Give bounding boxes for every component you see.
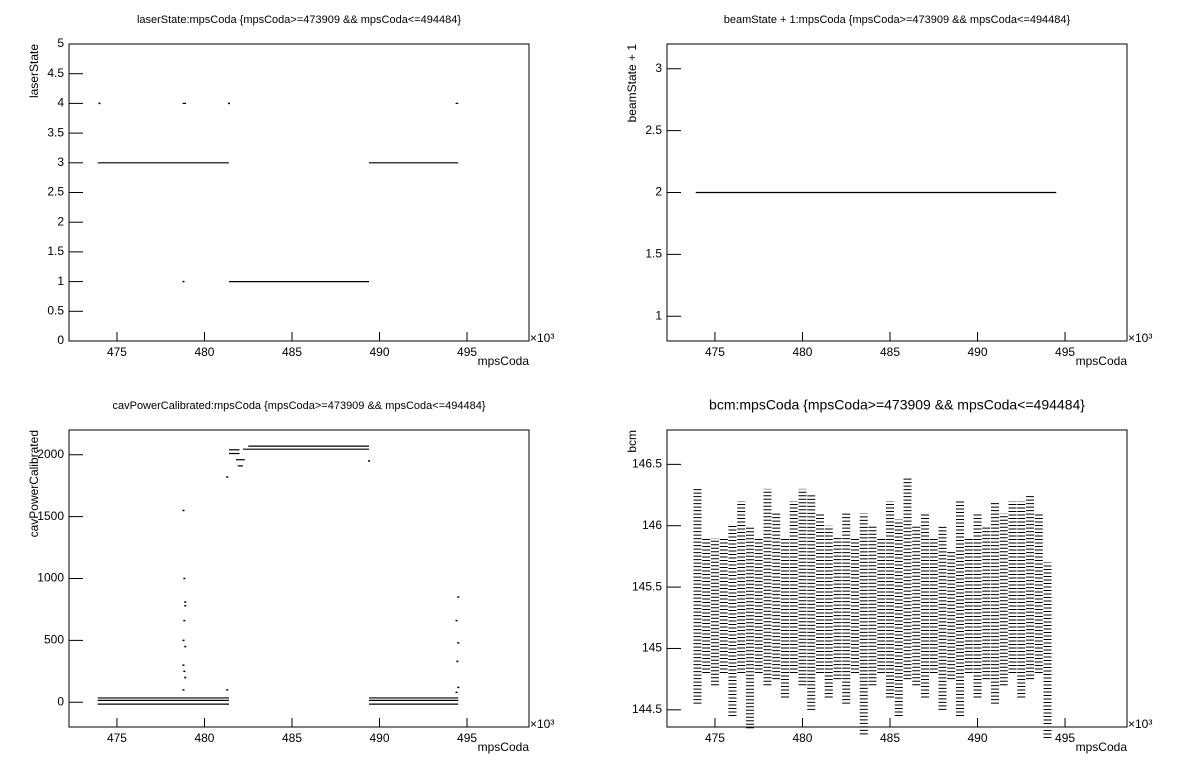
x-tick-label: 485 [282, 731, 302, 745]
data-point [184, 601, 187, 603]
data-point [368, 460, 371, 462]
chart-title: bcm:mpsCoda {mpsCoda>=473909 && mpsCoda<… [709, 397, 1085, 413]
y-tick-label: 3 [655, 61, 662, 75]
y-tick-label: 0 [57, 694, 64, 708]
x-tick-label: 480 [792, 345, 812, 359]
data-point [455, 691, 458, 694]
data-point [183, 619, 186, 622]
x-tick-label: 485 [880, 345, 900, 359]
x-multiplier: ×10³ [1128, 717, 1152, 731]
x-tick-label: 475 [107, 731, 127, 745]
x-tick-label: 495 [457, 345, 477, 359]
x-tick-label: 495 [1055, 731, 1075, 745]
y-tick-label: 1 [57, 274, 64, 288]
x-tick-label: 475 [705, 731, 725, 745]
x-tick-label: 490 [370, 345, 390, 359]
data-point [457, 642, 460, 644]
data-point [98, 102, 101, 105]
y-axis-label: beamState + 1 [625, 44, 639, 123]
y-tick-label: 1.5 [47, 244, 64, 258]
y-tick-label: 500 [44, 633, 64, 647]
y-tick-label: 3 [57, 155, 64, 169]
frame [68, 43, 530, 342]
x-tick-label: 490 [968, 731, 988, 745]
x-tick-label: 490 [370, 731, 390, 745]
data-point [226, 689, 229, 691]
y-tick-label: 145 [642, 641, 662, 655]
chart-title: cavPowerCalibrated:mpsCoda {mpsCoda>=473… [112, 400, 485, 412]
data-point [456, 660, 459, 663]
x-axis-label: mpsCoda [478, 354, 530, 368]
x-tick-label: 475 [705, 345, 725, 359]
data-point [184, 645, 187, 648]
frame [68, 429, 530, 728]
y-tick-label: 146.5 [632, 457, 662, 471]
y-tick-label: 0 [57, 333, 64, 347]
data-point [227, 102, 230, 105]
x-tick-label: 485 [880, 731, 900, 745]
y-tick-label: 5 [57, 36, 64, 50]
data-point [226, 476, 229, 478]
data-point [183, 577, 186, 580]
data-point [184, 604, 187, 607]
x-multiplier: ×10³ [530, 717, 554, 731]
x-tick-label: 490 [968, 345, 988, 359]
y-tick-label: 1000 [37, 571, 64, 585]
y-tick-label: 0.5 [47, 303, 64, 317]
data-point [182, 509, 185, 512]
y-tick-label: 3.5 [47, 125, 64, 139]
x-tick-label: 475 [107, 345, 127, 359]
x-tick-label: 480 [194, 731, 214, 745]
data-point [457, 596, 460, 598]
data-point [182, 689, 185, 691]
data-point [455, 619, 458, 622]
frame [666, 429, 1128, 728]
chart-title: laserState:mpsCoda {mpsCoda>=473909 && m… [137, 14, 461, 26]
x-tick-label: 495 [457, 731, 477, 745]
y-tick-label: 4 [57, 96, 64, 110]
y-axis-label: cavPowerCalibrated [27, 430, 41, 537]
x-multiplier: ×10³ [1128, 331, 1152, 345]
y-tick-label: 1500 [37, 509, 64, 523]
y-tick-label: 2.5 [645, 123, 662, 137]
y-tick-label: 2 [57, 214, 64, 228]
y-axis-label: bcm [625, 430, 639, 453]
x-tick-label: 480 [194, 345, 214, 359]
y-tick-label: 1.5 [645, 247, 662, 261]
data-point [182, 280, 185, 283]
y-tick-label: 2.5 [47, 185, 64, 199]
data-point [182, 664, 185, 666]
x-multiplier: ×10³ [530, 331, 554, 345]
x-tick-label: 485 [282, 345, 302, 359]
x-axis-label: mpsCoda [478, 740, 530, 754]
data-point [182, 639, 185, 642]
y-tick-label: 145.5 [632, 579, 662, 593]
y-tick-label: 1 [655, 308, 662, 322]
y-tick-label: 144.5 [632, 702, 662, 716]
y-tick-label: 2000 [37, 447, 64, 461]
x-tick-label: 480 [792, 731, 812, 745]
x-axis-label: mpsCoda [1076, 740, 1128, 754]
data-point [184, 676, 187, 679]
y-tick-label: 4.5 [47, 66, 64, 80]
data-point [457, 686, 460, 689]
y-tick-label: 146 [642, 518, 662, 532]
chart-title: beamState + 1:mpsCoda {mpsCoda>=473909 &… [724, 14, 1071, 26]
data-point [183, 670, 186, 673]
y-tick-label: 2 [655, 185, 662, 199]
x-tick-label: 495 [1055, 345, 1075, 359]
x-axis-label: mpsCoda [1076, 354, 1128, 368]
y-axis-label: laserState [27, 44, 41, 98]
